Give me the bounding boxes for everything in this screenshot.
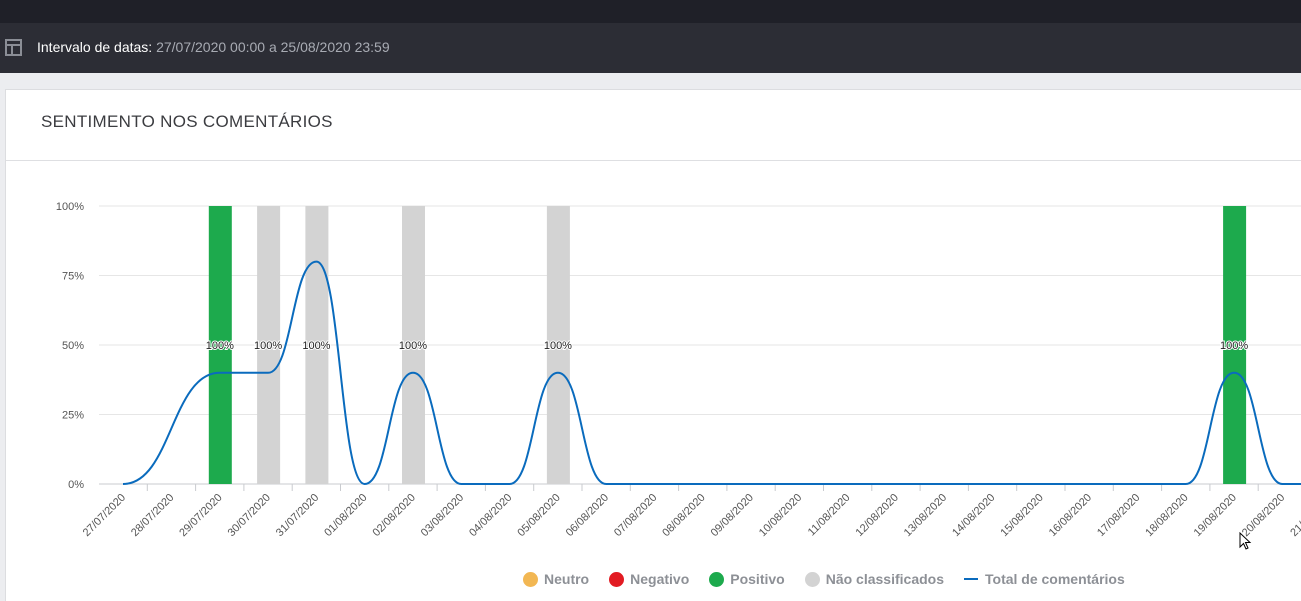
x-tick-label: 17/08/2020 [1095, 492, 1142, 539]
x-tick-label: 15/08/2020 [998, 492, 1045, 539]
legend-swatch-negativo [609, 571, 625, 587]
chart-legend: Neutro Negativo Positivo Não classificad… [523, 571, 1145, 587]
legend-item-positivo[interactable]: Positivo [709, 571, 785, 587]
x-tick-label: 12/08/2020 [854, 492, 901, 539]
x-tick-label: 14/08/2020 [950, 492, 997, 539]
y-tick-label: 0% [68, 479, 84, 491]
x-tick-label: 31/07/2020 [274, 492, 321, 539]
filter-bar: Intervalo de datas: 27/07/2020 00:00 a 2… [0, 23, 1301, 73]
legend-label-total: Total de comentários [985, 571, 1125, 587]
data-label: 100% [254, 340, 282, 352]
legend-label-negativo: Negativo [630, 571, 690, 587]
x-tick-label: 07/08/2020 [612, 492, 659, 539]
legend-swatch-nao-classificados [804, 571, 820, 587]
bar-nao_classificados [305, 206, 329, 484]
bar-positivo [208, 206, 232, 484]
legend-label-positivo: Positivo [730, 571, 785, 587]
legend-swatch-positivo [709, 571, 725, 587]
bar-nao_classificados [402, 206, 425, 484]
mouse-cursor-icon [1239, 532, 1252, 550]
y-tick-label: 75% [62, 271, 84, 283]
data-label: 100% [1220, 340, 1248, 352]
x-tick-label: 19/08/2020 [1192, 492, 1239, 539]
data-label: 100% [544, 340, 572, 352]
date-range-filter[interactable]: Intervalo de datas: 27/07/2020 00:00 a 2… [37, 39, 390, 55]
legend-item-total[interactable]: Total de comentários [964, 571, 1125, 587]
legend-item-neutro[interactable]: Neutro [523, 571, 589, 587]
x-tick-label: 02/08/2020 [371, 492, 418, 539]
date-range-separator: : [148, 39, 153, 55]
date-range-value: 27/07/2020 00:00 a 25/08/2020 23:59 [156, 39, 390, 55]
x-tick-label: 21/08/2020 [1288, 492, 1301, 539]
data-label: 100% [399, 340, 427, 352]
x-tick-label: 10/08/2020 [757, 492, 804, 539]
x-tick-label: 01/08/2020 [322, 492, 369, 539]
legend-swatch-total [964, 578, 978, 580]
x-tick-label: 08/08/2020 [660, 492, 707, 539]
x-tick-label: 13/08/2020 [902, 492, 949, 539]
legend-item-nao-classificados[interactable]: Não classificados [804, 571, 944, 587]
x-tick-label: 29/07/2020 [177, 492, 224, 539]
x-tick-label: 06/08/2020 [564, 492, 611, 539]
x-tick-label: 03/08/2020 [419, 492, 466, 539]
bar-nao_classificados [546, 206, 570, 484]
card-header: SENTIMENTO NOS COMENTÁRIOS [6, 90, 1301, 161]
y-tick-label: 100% [56, 201, 84, 213]
legend-swatch-neutro [523, 571, 538, 587]
y-tick-label: 25% [62, 410, 84, 422]
x-tick-label: 28/07/2020 [129, 492, 176, 539]
data-label: 100% [206, 340, 234, 352]
bar-nao_classificados [257, 206, 281, 484]
x-tick-label: 11/08/2020 [806, 492, 853, 539]
x-tick-label: 05/08/2020 [515, 492, 562, 539]
date-range-label: Intervalo de datas [37, 39, 149, 55]
data-label: 100% [302, 340, 330, 352]
x-tick-label: 09/08/2020 [709, 492, 756, 539]
x-tick-label: 30/07/2020 [226, 492, 273, 539]
y-tick-label: 50% [62, 340, 84, 352]
line-total-comentarios [122, 260, 1301, 486]
legend-label-neutro: Neutro [544, 571, 590, 587]
legend-label-nao-classificados: Não classificados [825, 571, 944, 587]
x-tick-label: 27/07/2020 [81, 492, 128, 539]
legend-item-negativo[interactable]: Negativo [609, 571, 689, 587]
x-tick-label: 04/08/2020 [467, 492, 514, 539]
layout-icon[interactable] [5, 39, 22, 56]
x-tick-label: 18/08/2020 [1143, 492, 1190, 539]
bar-positivo [1223, 206, 1247, 484]
x-tick-label: 16/08/2020 [1047, 492, 1094, 539]
top-bar [0, 0, 1301, 23]
card-title: SENTIMENTO NOS COMENTÁRIOS [41, 112, 333, 131]
